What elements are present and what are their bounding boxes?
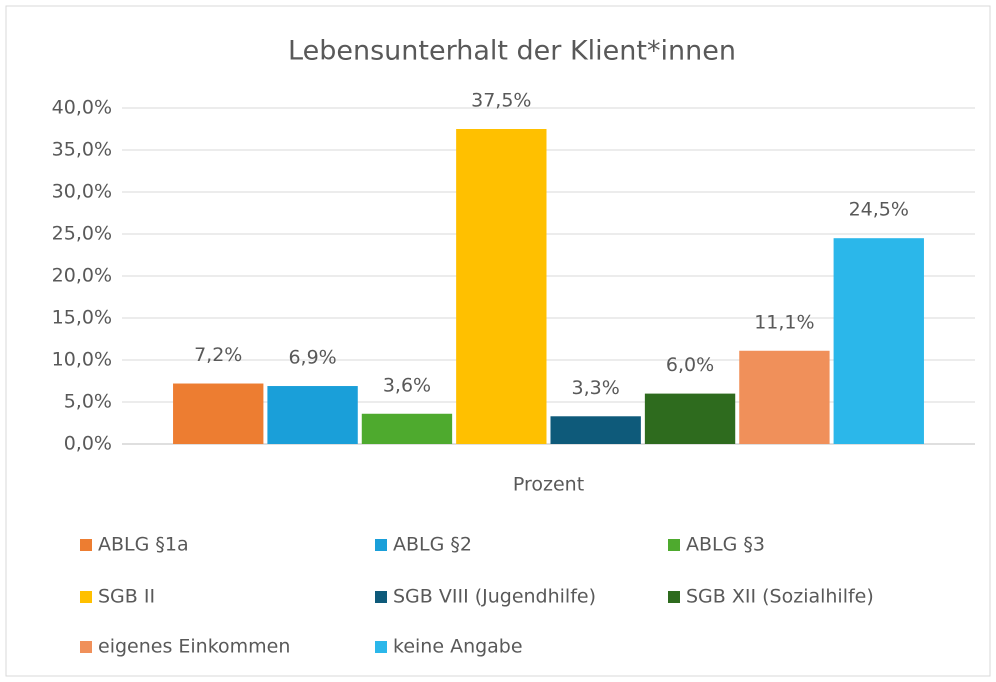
- y-tick-label: 20,0%: [52, 265, 112, 287]
- legend-label: ABLG §2: [393, 534, 472, 556]
- y-tick-label: 15,0%: [52, 307, 112, 329]
- legend-label: ABLG §1a: [98, 534, 189, 556]
- data-label: 11,1%: [754, 311, 814, 333]
- y-tick-label: 5,0%: [64, 391, 112, 413]
- data-label: 6,9%: [288, 347, 336, 369]
- legend-swatch: [668, 539, 680, 551]
- bar: [644, 393, 736, 444]
- y-tick-label: 40,0%: [52, 97, 112, 119]
- y-tick-label: 10,0%: [52, 349, 112, 371]
- data-label: 24,5%: [849, 199, 909, 221]
- legend-swatch: [668, 591, 680, 603]
- legend-swatch: [80, 539, 92, 551]
- bar: [173, 383, 264, 444]
- legend-swatch: [80, 641, 92, 653]
- bar: [833, 238, 924, 444]
- legend-swatch: [375, 641, 387, 653]
- data-label: 6,0%: [666, 354, 714, 376]
- bar: [267, 386, 358, 444]
- legend-swatch: [375, 539, 387, 551]
- data-label: 7,2%: [194, 344, 242, 366]
- y-tick-label: 25,0%: [52, 223, 112, 245]
- y-tick-label: 30,0%: [52, 181, 112, 203]
- legend-label: keine Angabe: [393, 636, 523, 658]
- data-label: 3,6%: [383, 374, 431, 396]
- data-label: 37,5%: [471, 90, 531, 112]
- chart-title: Lebensunterhalt der Klient*innen: [288, 36, 736, 67]
- legend-label: ABLG §3: [686, 534, 765, 556]
- bar: [361, 413, 453, 444]
- y-tick-label: 35,0%: [52, 139, 112, 161]
- bar: [456, 129, 547, 444]
- data-label: 3,3%: [572, 377, 620, 399]
- y-tick-label: 0,0%: [64, 433, 112, 455]
- legend-label: SGB XII (Sozialhilfe): [686, 586, 874, 608]
- legend-swatch: [80, 591, 92, 603]
- bar: [739, 350, 830, 444]
- legend-label: eigenes Einkommen: [98, 636, 290, 658]
- bar: [550, 416, 641, 444]
- legend-swatch: [375, 591, 387, 603]
- legend-label: SGB VIII (Jugendhilfe): [393, 586, 596, 608]
- legend-label: SGB II: [98, 586, 155, 608]
- x-tick-label: Prozent: [513, 474, 584, 496]
